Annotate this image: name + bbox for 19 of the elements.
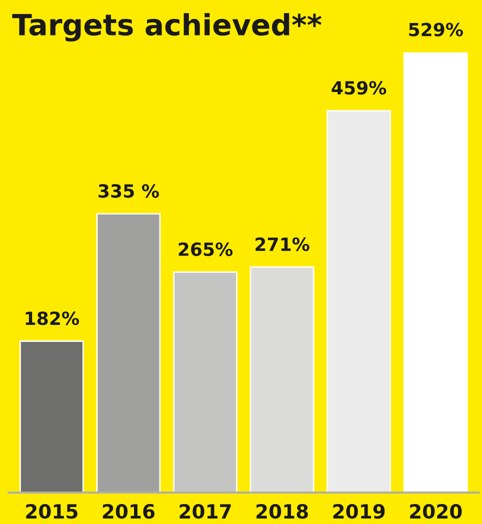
x-tick-label: 2016 bbox=[102, 504, 154, 519]
bar bbox=[250, 266, 314, 493]
bar bbox=[326, 110, 392, 493]
data-label: 271% bbox=[256, 237, 310, 252]
x-tick-label: 2017 bbox=[180, 504, 231, 519]
x-tick-label: 2015 bbox=[26, 504, 78, 519]
data-label: 182% bbox=[26, 311, 79, 326]
data-label: 265% bbox=[178, 242, 233, 256]
chart-title: Targets achieved** bbox=[12, 13, 322, 42]
data-label: 459% bbox=[332, 80, 386, 95]
data-label: 335 % bbox=[98, 184, 159, 198]
bar bbox=[20, 340, 84, 493]
bar bbox=[173, 271, 238, 493]
bar bbox=[403, 52, 468, 493]
x-tick-label: 2020 bbox=[410, 504, 462, 519]
x-tick-label: 2018 bbox=[256, 504, 308, 519]
data-label: 529% bbox=[409, 22, 463, 36]
x-tick-label: 2019 bbox=[333, 504, 385, 519]
bar bbox=[96, 213, 161, 493]
